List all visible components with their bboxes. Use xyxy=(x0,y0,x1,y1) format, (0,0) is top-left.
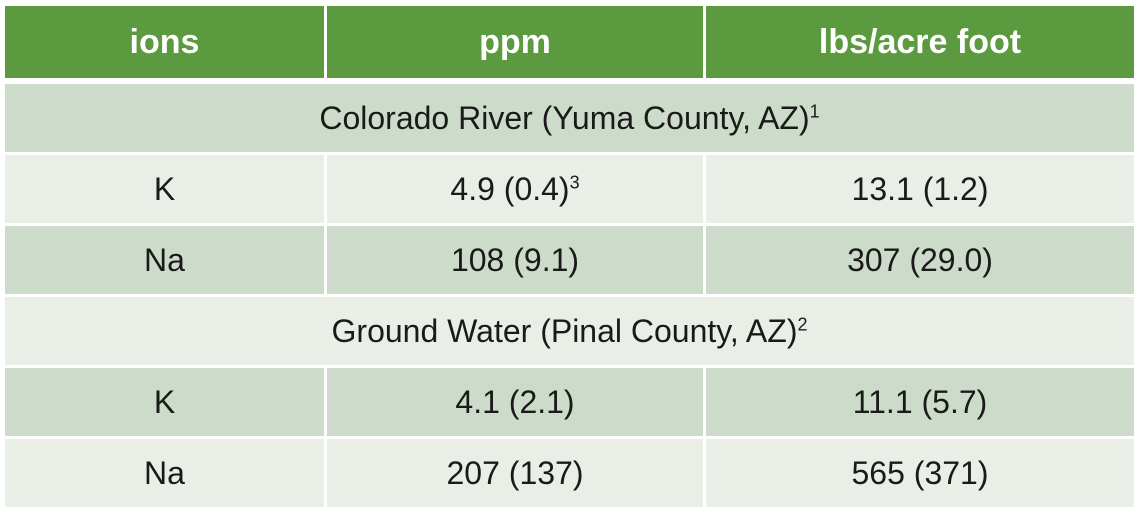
ion-cell: Na xyxy=(5,226,327,297)
header-row: ions ppm lbs/acre foot xyxy=(5,6,1134,84)
section-title-text: Colorado River (Yuma County, AZ) xyxy=(319,99,810,136)
section-title: Ground Water (Pinal County, AZ)2 xyxy=(5,297,1134,368)
ppm-cell: 4.9 (0.4)3 xyxy=(327,155,706,226)
section-row-colorado-river: Colorado River (Yuma County, AZ)1 xyxy=(5,84,1134,155)
header-ppm: ppm xyxy=(327,6,706,84)
ion-cell: Na xyxy=(5,439,327,510)
table-row: K 4.9 (0.4)3 13.1 (1.2) xyxy=(5,155,1134,226)
ion-cell: K xyxy=(5,155,327,226)
table-row: Na 207 (137) 565 (371) xyxy=(5,439,1134,510)
ion-cell: K xyxy=(5,368,327,439)
section-title-text: Ground Water (Pinal County, AZ) xyxy=(331,312,798,349)
ppm-cell: 108 (9.1) xyxy=(327,226,706,297)
table-row: K 4.1 (2.1) 11.1 (5.7) xyxy=(5,368,1134,439)
ppm-value: 4.9 (0.4) xyxy=(450,170,570,207)
section-title: Colorado River (Yuma County, AZ)1 xyxy=(5,84,1134,155)
lbs-cell: 11.1 (5.7) xyxy=(706,368,1134,439)
footnote-marker: 3 xyxy=(569,171,580,192)
table-row: Na 108 (9.1) 307 (29.0) xyxy=(5,226,1134,297)
ion-table-container: ions ppm lbs/acre foot Colorado River (Y… xyxy=(5,6,1134,512)
header-lbs-acre-foot: lbs/acre foot xyxy=(706,6,1134,84)
footnote-marker: 1 xyxy=(809,100,820,121)
lbs-cell: 565 (371) xyxy=(706,439,1134,510)
footnote-marker: 2 xyxy=(797,313,808,334)
ppm-cell: 207 (137) xyxy=(327,439,706,510)
ion-concentration-table: ions ppm lbs/acre foot Colorado River (Y… xyxy=(5,6,1134,510)
header-ions: ions xyxy=(5,6,327,84)
section-row-ground-water: Ground Water (Pinal County, AZ)2 xyxy=(5,297,1134,368)
lbs-cell: 307 (29.0) xyxy=(706,226,1134,297)
ppm-cell: 4.1 (2.1) xyxy=(327,368,706,439)
lbs-cell: 13.1 (1.2) xyxy=(706,155,1134,226)
